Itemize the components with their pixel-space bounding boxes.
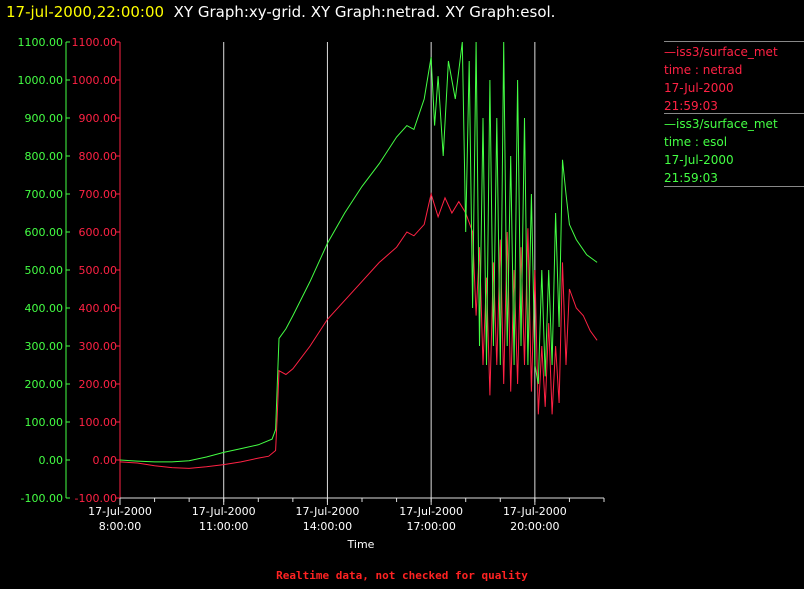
- y-tick-label-esol: 400.00: [25, 302, 64, 315]
- legend-netrad-date: 17-Jul-2000: [664, 81, 734, 95]
- legend-netrad-time: 21:59:03: [664, 99, 718, 113]
- x-tick-label-time: 14:00:00: [303, 520, 352, 533]
- legend-entry-netrad[interactable]: —iss3/surface_met time : netrad 17-Jul-2…: [664, 40, 804, 115]
- chart-title: 17-jul-2000,22:00:00 XY Graph:xy-grid. X…: [6, 3, 555, 21]
- y-tick-label-esol: 500.00: [25, 264, 64, 277]
- x-tick-label-date: 17-Jul-2000: [503, 505, 567, 518]
- y-tick-label-esol: 200.00: [25, 378, 64, 391]
- x-tick-label-date: 17-Jul-2000: [399, 505, 463, 518]
- x-tick-label-time: 11:00:00: [199, 520, 248, 533]
- legend-esol-date: 17-Jul-2000: [664, 153, 734, 167]
- legend-esol-variable: time : esol: [664, 135, 728, 149]
- series-line-esol: [119, 41, 598, 463]
- title-timestamp: 17-jul-2000,22:00:00: [6, 3, 165, 21]
- x-tick-label-time: 17:00:00: [406, 520, 455, 533]
- y-tick-label-esol: 700.00: [25, 188, 64, 201]
- legend-esol-time: 21:59:03: [664, 171, 718, 185]
- y-tick-label-esol: 300.00: [25, 340, 64, 353]
- legend-separator: [664, 41, 804, 42]
- y-tick-label-esol: 900.00: [25, 112, 64, 125]
- y-tick-label-netrad: 400.00: [79, 302, 118, 315]
- quality-notice: Realtime data, not checked for quality: [276, 569, 528, 582]
- legend-netrad-source: —iss3/surface_met: [664, 45, 778, 59]
- y-tick-label-netrad: 100.00: [79, 416, 118, 429]
- y-tick-label-netrad: 500.00: [79, 264, 118, 277]
- y-tick-label-netrad: 700.00: [79, 188, 118, 201]
- y-tick-label-netrad: 800.00: [79, 150, 118, 163]
- y-tick-label-netrad: 1100.00: [72, 36, 118, 49]
- x-tick-label-date: 17-Jul-2000: [296, 505, 360, 518]
- x-tick-label-date: 17-Jul-2000: [88, 505, 152, 518]
- x-tick-label-date: 17-Jul-2000: [192, 505, 256, 518]
- x-axis-label: Time: [347, 538, 375, 551]
- x-tick-label-time: 20:00:00: [510, 520, 559, 533]
- y-tick-label-esol: 600.00: [25, 226, 64, 239]
- y-tick-label-esol: 100.00: [25, 416, 64, 429]
- legend-esol-source: —iss3/surface_met: [664, 117, 778, 131]
- y-tick-label-netrad: 600.00: [79, 226, 118, 239]
- y-tick-label-esol: 1100.00: [18, 36, 64, 49]
- y-tick-label-esol: 800.00: [25, 150, 64, 163]
- y-tick-label-esol: -100.00: [21, 492, 63, 505]
- title-graph-list: XY Graph:xy-grid. XY Graph:netrad. XY Gr…: [173, 3, 556, 21]
- x-tick-label-time: 8:00:00: [99, 520, 141, 533]
- y-tick-label-netrad: 200.00: [79, 378, 118, 391]
- legend-separator: [664, 186, 804, 187]
- y-tick-label-netrad: 1000.00: [72, 74, 118, 87]
- legend-entry-esol[interactable]: —iss3/surface_met time : esol 17-Jul-200…: [664, 112, 804, 187]
- y-tick-label-esol: 0.00: [39, 454, 64, 467]
- y-tick-label-netrad: 0.00: [93, 454, 118, 467]
- y-tick-label-esol: 1000.00: [18, 74, 64, 87]
- y-tick-label-netrad: 300.00: [79, 340, 118, 353]
- y-tick-label-netrad: 900.00: [79, 112, 118, 125]
- y-tick-label-netrad: -100.00: [75, 492, 117, 505]
- legend-separator: [664, 113, 804, 114]
- series-line-netrad: [119, 192, 598, 469]
- legend-netrad-variable: time : netrad: [664, 63, 743, 77]
